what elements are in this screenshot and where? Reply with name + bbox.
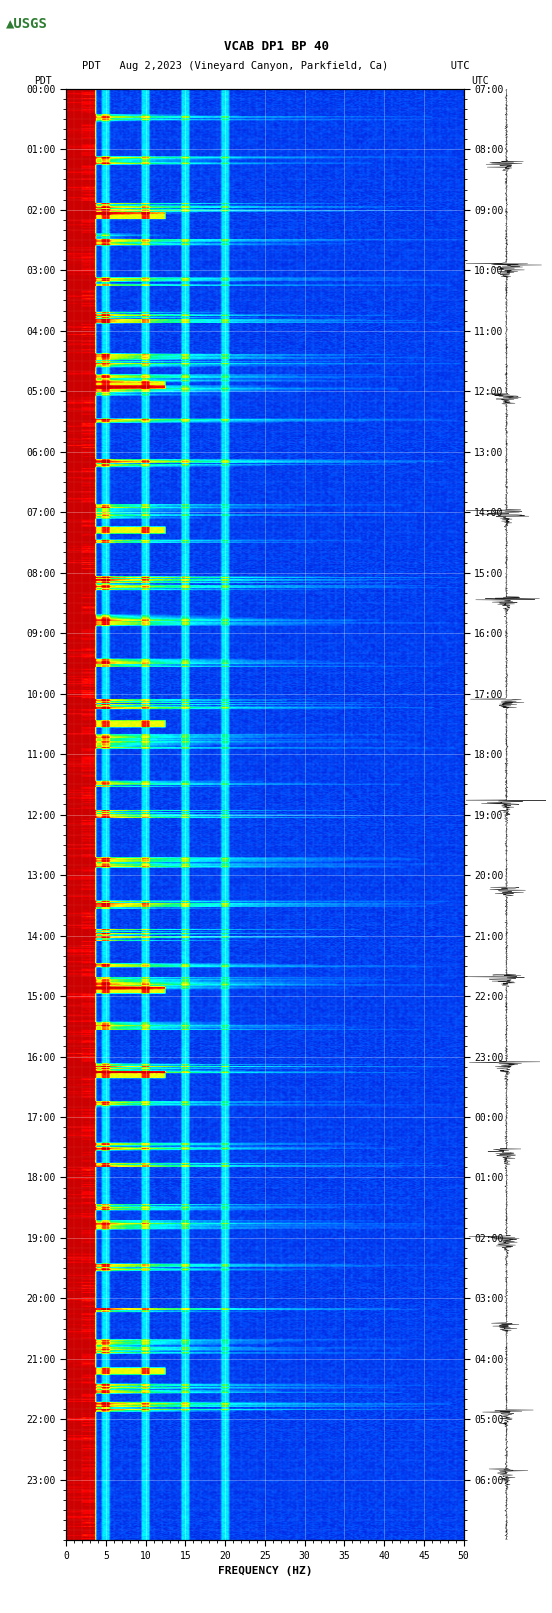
Text: VCAB DP1 BP 40: VCAB DP1 BP 40: [224, 40, 328, 53]
Text: PDT: PDT: [34, 76, 52, 85]
Text: ▲USGS: ▲USGS: [6, 16, 47, 31]
X-axis label: FREQUENCY (HZ): FREQUENCY (HZ): [217, 1566, 312, 1576]
Text: UTC: UTC: [471, 76, 489, 85]
Text: PDT   Aug 2,2023 (Vineyard Canyon, Parkfield, Ca)          UTC: PDT Aug 2,2023 (Vineyard Canyon, Parkfie…: [82, 61, 470, 71]
